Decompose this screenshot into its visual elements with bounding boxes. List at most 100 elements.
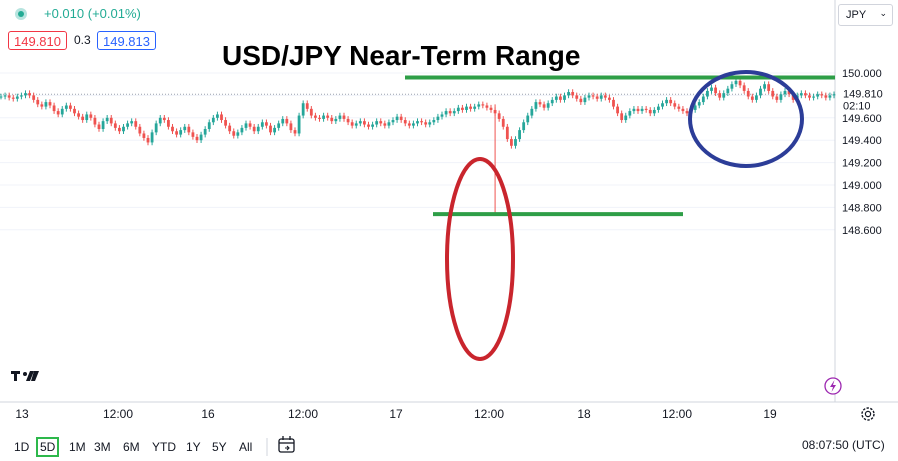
candle <box>771 90 775 97</box>
candle <box>497 113 501 119</box>
candle <box>824 95 828 98</box>
candle <box>759 88 762 96</box>
candle <box>32 95 36 100</box>
candle <box>750 96 754 100</box>
candle <box>416 121 419 124</box>
candle <box>620 113 624 121</box>
candle <box>179 130 183 135</box>
candle <box>297 115 301 134</box>
calendar-range-icon[interactable] <box>278 436 295 453</box>
candle <box>791 94 795 100</box>
candle <box>407 123 411 126</box>
candle <box>146 137 150 143</box>
candle <box>616 106 619 114</box>
candle <box>632 108 636 112</box>
timeframe-1m[interactable]: 1M <box>69 440 86 454</box>
timeframe-6m[interactable]: 6M <box>123 440 140 454</box>
candle <box>64 105 68 109</box>
candle <box>97 124 101 129</box>
candle <box>293 130 297 134</box>
spread-value: 0.3 <box>74 33 91 47</box>
candle <box>485 105 489 108</box>
candle <box>530 108 534 116</box>
candle <box>444 111 448 115</box>
candle <box>624 115 628 121</box>
candle <box>122 126 125 132</box>
candle <box>673 103 677 107</box>
candle <box>697 102 701 106</box>
candle <box>224 120 227 126</box>
candle <box>318 117 321 119</box>
candle <box>456 107 460 112</box>
candle <box>191 132 195 137</box>
candle <box>657 106 660 110</box>
candle <box>440 114 444 117</box>
candle <box>783 90 787 95</box>
candle <box>804 93 807 96</box>
timeframe-1d[interactable]: 1D <box>14 440 30 454</box>
range-top-highlight-ellipse[interactable] <box>688 70 804 168</box>
candle <box>11 97 15 99</box>
chevron-down-icon: ⌄ <box>879 8 887 18</box>
candle <box>595 96 599 99</box>
candle <box>346 118 350 123</box>
ask-price: 149.813 <box>103 34 150 49</box>
candle <box>522 122 526 131</box>
timeframe-1y[interactable]: 1Y <box>186 440 201 454</box>
candle <box>644 108 648 110</box>
candle <box>612 99 615 107</box>
timeframe-5d[interactable]: 5D <box>36 437 60 457</box>
candle <box>665 99 668 104</box>
status-dot-icon <box>15 8 27 20</box>
y-tick-label: 148.600 <box>842 225 882 237</box>
candle <box>56 111 60 115</box>
candle <box>387 122 391 126</box>
tradingview-logo[interactable] <box>11 371 39 381</box>
candle <box>591 95 595 97</box>
timeframe-all[interactable]: All <box>239 440 253 454</box>
candle <box>481 104 485 106</box>
candle <box>395 116 399 121</box>
candle <box>685 111 689 114</box>
candle <box>554 96 558 100</box>
candle <box>787 90 791 95</box>
currency-selector[interactable]: JPY ⌄ <box>838 4 893 26</box>
lightning-icon[interactable] <box>824 377 842 395</box>
candle <box>150 132 154 143</box>
candle <box>220 114 223 121</box>
candle <box>236 132 240 136</box>
settings-gear-icon[interactable] <box>861 407 875 421</box>
spike-highlight-ellipse[interactable] <box>445 157 515 361</box>
ask-price-button[interactable]: 149.813 <box>97 31 156 50</box>
candle <box>428 122 432 125</box>
candle <box>403 120 407 124</box>
bid-price-button[interactable]: 149.810 <box>8 31 67 50</box>
timeframe-5y[interactable]: 5Y <box>212 440 227 454</box>
candle <box>603 95 607 98</box>
candle <box>216 114 219 118</box>
chart-title: USD/JPY Near-Term Range <box>222 40 580 71</box>
candle <box>69 105 72 109</box>
candle <box>358 121 362 124</box>
candle <box>763 84 766 89</box>
candle <box>309 108 313 116</box>
x-tick-label: 12:00 <box>474 407 504 421</box>
candle <box>171 126 174 132</box>
candle <box>677 106 681 109</box>
candle <box>371 124 374 127</box>
candle <box>571 92 575 96</box>
candle <box>322 115 325 119</box>
utc-clock[interactable]: 08:07:50 (UTC) <box>802 438 885 452</box>
timeframe-ytd[interactable]: YTD <box>152 440 176 454</box>
timeframe-3m[interactable]: 3M <box>94 440 111 454</box>
candle <box>36 99 40 105</box>
y-tick-label: 149.200 <box>842 158 882 170</box>
candle <box>93 117 97 125</box>
candle <box>305 103 309 109</box>
candle <box>175 131 178 135</box>
candle <box>60 108 64 115</box>
candle <box>734 80 738 85</box>
candle <box>240 127 244 133</box>
candle <box>232 131 236 136</box>
candle <box>101 121 105 129</box>
